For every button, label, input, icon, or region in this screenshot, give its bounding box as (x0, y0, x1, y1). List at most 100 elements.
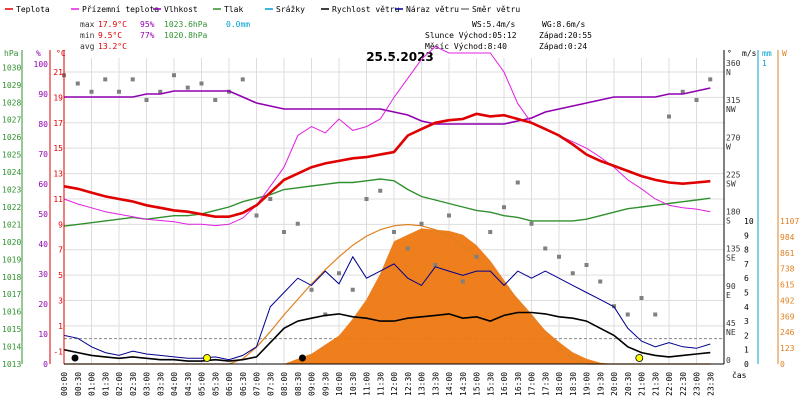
moonrise-marker (298, 354, 306, 362)
x-tick: 07:30 (266, 372, 275, 396)
hpa-tick: 1020 (2, 238, 21, 247)
temp-tick: 5 (58, 271, 63, 280)
legend-label: Vlhkost (164, 5, 198, 14)
temp-tick: 11 (53, 195, 63, 204)
hpa-tick: 1017 (2, 290, 21, 299)
wind-speed-line (63, 311, 711, 362)
wind-direction-point (350, 287, 355, 292)
x-tick: 00:00 (60, 372, 69, 396)
x-tick: 03:30 (156, 372, 165, 396)
stats-max-press: 1023.6hPa (164, 20, 208, 29)
stats-wg: WG:8.6m/s (542, 20, 586, 29)
chart-legend: Teplota Přízemní teplota Vlhkost Tlak Srážky… (5, 5, 520, 14)
x-tick: 07:00 (253, 372, 262, 396)
sunrise-marker (203, 354, 211, 362)
ms-tick: 5 (744, 289, 749, 298)
x-tick: 20:30 (624, 372, 633, 396)
wind-direction-point (364, 197, 369, 201)
hpa-tick: 1018 (2, 273, 21, 282)
legend-label: Rychlost větru (332, 5, 400, 14)
ms-tick: 6 (744, 274, 749, 283)
humidity-line (64, 87, 711, 125)
x-tick: 21:30 (651, 372, 660, 396)
direction-tick-label: W (726, 142, 731, 151)
plot-series (62, 46, 713, 365)
x-tick: 15:00 (473, 372, 482, 396)
x-tick: 01:00 (88, 372, 97, 396)
direction-tick-label: NW (726, 105, 736, 114)
x-tick: 11:00 (363, 372, 372, 396)
percent-tick: 50 (38, 210, 48, 219)
direction-axis-title: ° (727, 49, 732, 58)
wind-direction-point (158, 89, 163, 94)
wind-gust-line (63, 255, 711, 361)
temp-tick: -1 (53, 347, 63, 356)
wind-direction-point (323, 312, 328, 317)
x-tick: 14:30 (459, 372, 468, 396)
wind-direction-point (75, 81, 80, 86)
x-tick: 08:30 (294, 372, 303, 396)
x-tick: 13:00 (418, 372, 427, 396)
hpa-tick: 1028 (2, 98, 21, 107)
watt-tick: 0 (780, 360, 785, 369)
watt-tick: 861 (780, 249, 795, 258)
x-tick: 09:30 (321, 372, 330, 396)
temp-tick: 13 (53, 170, 63, 179)
ground-temperature-line (63, 46, 711, 227)
x-tick: 12:00 (390, 372, 399, 396)
chart-title: 25.5.2023 (366, 50, 434, 64)
legend-label: Tlak (224, 5, 243, 14)
hpa-tick: 1029 (2, 81, 21, 90)
percent-tick: 10 (38, 330, 48, 339)
temperature-line (63, 112, 711, 218)
ms-tick: 10 (744, 217, 754, 226)
hpa-tick: 1013 (2, 360, 21, 369)
moonset-marker (71, 354, 79, 362)
hpa-tick: 1027 (2, 116, 21, 125)
wind-direction-point (584, 263, 589, 267)
legend-label: Teplota (16, 5, 50, 14)
hpa-tick: 1016 (2, 308, 21, 317)
wind-direction-point (667, 114, 671, 119)
stats-block: max 17.9°C 95% 1023.6hPa 0.0mm min 9.5°C… (80, 20, 592, 51)
wind-direction-point (570, 271, 575, 276)
x-tick: 08:00 (280, 372, 289, 396)
percent-tick: 100 (34, 60, 49, 69)
ms-tick: 2 (744, 331, 749, 340)
wind-direction-point (502, 205, 506, 210)
x-tick: 19:00 (583, 372, 592, 396)
ms-tick: 1 (744, 346, 749, 355)
ms-tick: 8 (744, 246, 749, 255)
x-tick: 16:30 (514, 372, 523, 396)
x-tick: 00:30 (74, 372, 83, 396)
watt-axis-title: W (782, 49, 787, 58)
hpa-tick: 1024 (2, 168, 21, 177)
watt-tick: 123 (780, 344, 795, 353)
watt-tick: 615 (780, 281, 795, 290)
direction-tick-deg: 315 (726, 96, 741, 105)
legend-label: Směr větru (472, 5, 520, 14)
watt-tick: 1107 (780, 217, 799, 226)
x-tick: 18:30 (569, 372, 578, 396)
stats-max-temp: 17.9°C (98, 20, 127, 29)
wind-direction-point (268, 197, 273, 201)
x-tick: 05:00 (198, 372, 207, 396)
ms-tick: 3 (744, 317, 749, 326)
wind-direction-point (639, 296, 644, 300)
ms-tick: 7 (744, 260, 749, 269)
mm-axis-title: mm (762, 49, 772, 58)
stats-max-label: max (80, 20, 95, 29)
hpa-tick: 1014 (2, 343, 21, 352)
legend-label: Srážky (276, 5, 305, 14)
percent-tick: 30 (38, 270, 48, 279)
direction-tick-label: E (726, 291, 731, 300)
direction-tick-deg: 360 (726, 59, 741, 68)
watt-tick: 246 (780, 328, 795, 337)
wind-direction-point (405, 246, 410, 251)
wind-direction-point (117, 89, 121, 94)
wind-direction-point (653, 312, 658, 317)
wind-direction-point (598, 279, 603, 284)
pressure-line (63, 178, 711, 227)
percent-tick: 60 (38, 180, 48, 189)
